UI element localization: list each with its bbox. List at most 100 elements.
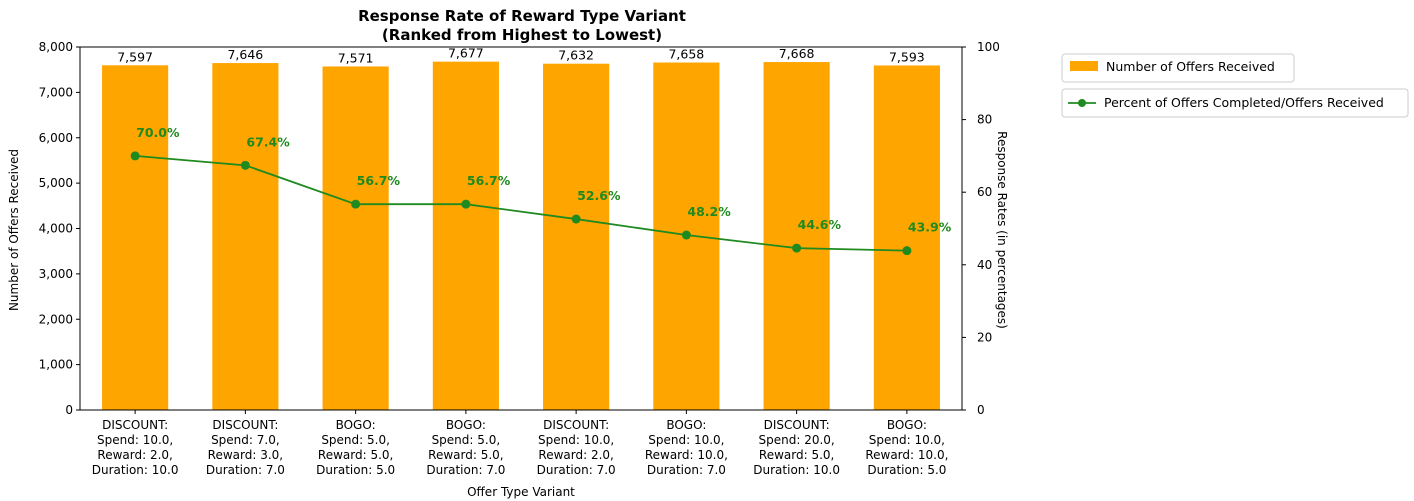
x-tick-label: DISCOUNT: Spend: 10.0, Reward: 2.0, Duratio…	[537, 418, 616, 477]
x-tick-label-line: BOGO:	[446, 418, 486, 432]
x-tick-label-line: Reward: 5.0,	[318, 448, 393, 462]
percent-label: 56.7%	[357, 173, 401, 188]
x-tick-label-line: Duration: 7.0	[206, 463, 285, 477]
y-tick-label: 5,000	[39, 176, 73, 190]
line-point	[351, 199, 361, 209]
x-tick-label-line: Duration: 10.0	[753, 463, 840, 477]
y2-tick-label: 80	[977, 113, 992, 127]
x-tick-label-line: Reward: 2.0,	[538, 448, 613, 462]
x-tick-label-line: Spend: 7.0,	[211, 433, 280, 447]
x-tick-label-line: DISCOUNT:	[212, 418, 278, 432]
x-tick-label-line: BOGO:	[336, 418, 376, 432]
y-tick-label: 7,000	[39, 85, 73, 99]
bar-value-label: 7,646	[227, 47, 263, 62]
legend-label-bars: Number of Offers Received	[1106, 59, 1275, 74]
legend-swatch-bars	[1070, 61, 1098, 71]
bar-series: 7,597 7,646 7,571 7,677 7,632 7,658 7,668 7,593	[102, 46, 940, 411]
x-tick-label-line: Duration: 5.0	[316, 463, 395, 477]
x-tick-label-line: Reward: 10.0,	[865, 448, 948, 462]
x-tick-label-line: Reward: 10.0,	[645, 448, 728, 462]
line-point	[461, 199, 471, 209]
bar	[212, 63, 279, 411]
y2-tick-label: 40	[977, 258, 992, 272]
line-point	[902, 246, 912, 256]
percent-label: 67.4%	[246, 134, 290, 149]
line-point	[792, 243, 802, 253]
legend: Number of Offers Received Percent of Offe…	[1061, 53, 1409, 118]
x-tick-label-line: Reward: 3.0,	[208, 448, 283, 462]
y2-axis-label: Response Rates (in percentages)	[995, 131, 1009, 329]
percent-label: 44.6%	[798, 217, 842, 232]
x-tick-label: BOGO: Spend: 5.0, Reward: 5.0, Duration: 7.…	[426, 418, 505, 477]
x-tick-label-line: Duration: 10.0	[92, 463, 179, 477]
x-tick-labels: DISCOUNT: Spend: 10.0, Reward: 2.0, Duratio…	[92, 410, 948, 477]
y-tick-label: 8,000	[39, 40, 73, 54]
axes: 0 1,000 2,000 3,000 4,000 5,000 6,000 7,000 8,00…	[39, 40, 1000, 417]
y2-tick-label: 0	[977, 403, 985, 417]
y-tick-label: 4,000	[39, 222, 73, 236]
x-tick-label-line: Spend: 10.0,	[869, 433, 945, 447]
x-tick-label: BOGO: Spend: 10.0, Reward: 10.0, Duration: …	[865, 418, 948, 477]
bar-value-label: 7,597	[117, 49, 153, 64]
bar	[102, 65, 169, 410]
y2-tick-label: 20	[977, 330, 992, 344]
line-point	[571, 214, 581, 224]
y-tick-label: 0	[65, 403, 73, 417]
x-tick-label-line: Spend: 10.0,	[538, 433, 614, 447]
line-point	[130, 151, 140, 161]
y-axis-label: Number of Offers Received	[7, 149, 21, 311]
x-tick-label-line: BOGO:	[887, 418, 927, 432]
x-axis-label: Offer Type Variant	[467, 485, 575, 499]
x-tick-label-line: Duration: 5.0	[867, 463, 946, 477]
percent-label: 70.0%	[136, 125, 180, 140]
x-tick-label-line: DISCOUNT:	[764, 418, 830, 432]
y-tick-label: 2,000	[39, 312, 73, 326]
x-tick-label-line: Duration: 7.0	[647, 463, 726, 477]
x-tick-label-line: Reward: 5.0,	[428, 448, 503, 462]
bar-value-label: 7,593	[889, 49, 925, 64]
x-tick-label: DISCOUNT: Spend: 20.0, Reward: 5.0, Duratio…	[753, 418, 840, 477]
x-tick-label-line: Spend: 5.0,	[432, 433, 501, 447]
bar-value-label: 7,632	[558, 48, 594, 63]
x-tick-label-line: DISCOUNT:	[543, 418, 609, 432]
x-tick-label-line: Duration: 7.0	[537, 463, 616, 477]
x-tick-label-line: Spend: 10.0,	[97, 433, 173, 447]
x-tick-label: BOGO: Spend: 5.0, Reward: 5.0, Duration: 5.…	[316, 418, 395, 477]
x-tick-label-line: Spend: 10.0,	[648, 433, 724, 447]
bar-value-label: 7,677	[448, 46, 484, 61]
chart-title-line2: (Ranked from Highest to Lowest)	[382, 26, 662, 44]
bar	[763, 62, 830, 410]
legend-swatch-marker	[1078, 99, 1086, 107]
x-tick-label-line: Duration: 7.0	[426, 463, 505, 477]
y2-tick-label: 100	[977, 40, 1000, 54]
bar	[873, 65, 940, 411]
legend-box-line	[1061, 88, 1409, 118]
x-tick-label: DISCOUNT: Spend: 7.0, Reward: 3.0, Duration…	[206, 418, 285, 477]
bar-value-label: 7,658	[668, 47, 704, 62]
x-tick-label: DISCOUNT: Spend: 10.0, Reward: 2.0, Duratio…	[92, 418, 179, 477]
y-tick-label: 1,000	[39, 358, 73, 372]
x-tick-label-line: DISCOUNT:	[102, 418, 168, 432]
x-tick-label-line: Reward: 5.0,	[759, 448, 834, 462]
x-tick-label-line: Spend: 5.0,	[321, 433, 390, 447]
line-series: 70.0% 67.4% 56.7% 56.7% 52.6% 48.2% 44.6% 43.9%	[130, 125, 952, 256]
legend-label-line: Percent of Offers Completed/Offers Recei…	[1104, 95, 1384, 110]
y-tick-label: 6,000	[39, 131, 73, 145]
bar-value-label: 7,668	[779, 46, 815, 61]
bar	[543, 63, 610, 411]
legend-box-bars	[1061, 53, 1295, 83]
y-tick-label: 3,000	[39, 267, 73, 281]
chart-title: Response Rate of Reward Type Variant (Ra…	[358, 7, 686, 44]
line-path	[135, 155, 907, 252]
bar	[432, 61, 499, 410]
bar	[322, 66, 389, 410]
percent-label: 48.2%	[687, 204, 731, 219]
percent-label: 43.9%	[908, 220, 952, 235]
percent-label: 52.6%	[577, 188, 621, 203]
x-tick-label: BOGO: Spend: 10.0, Reward: 10.0, Duration: …	[645, 418, 728, 477]
x-tick-label-line: Spend: 20.0,	[759, 433, 835, 447]
line-point	[681, 230, 691, 240]
chart-title-line1: Response Rate of Reward Type Variant	[358, 7, 686, 25]
percent-label: 56.7%	[467, 173, 511, 188]
